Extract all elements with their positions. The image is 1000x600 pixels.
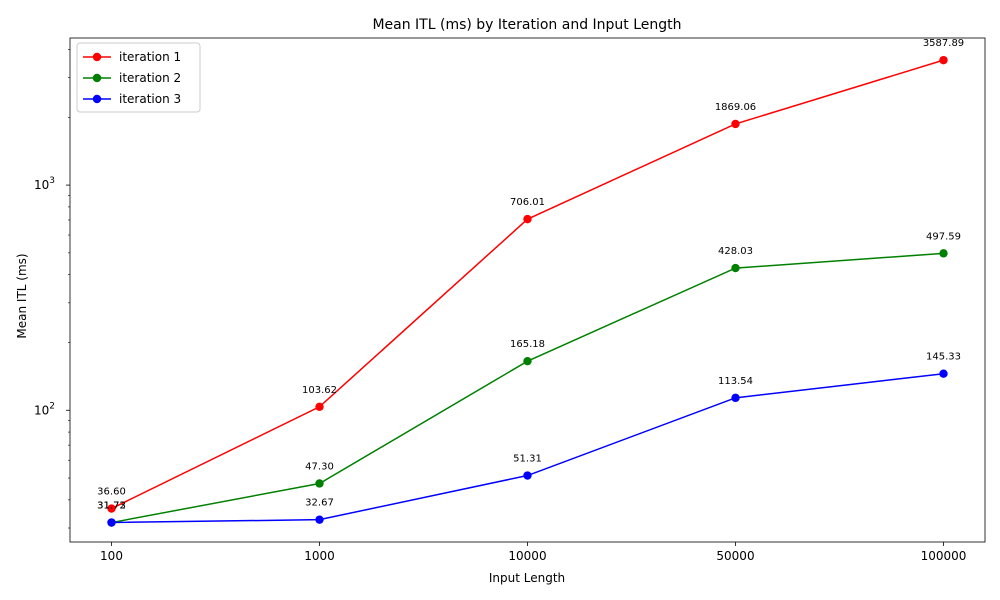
y-tick-exponent: 3 [49, 176, 55, 186]
data-label: 706.01 [510, 197, 545, 208]
legend-label: iteration 2 [119, 71, 181, 85]
y-tick-label: 102 [34, 401, 55, 417]
data-point [107, 504, 116, 513]
legend-box [76, 42, 201, 113]
x-tick-label: 100 [100, 549, 123, 563]
y-tick-exponent: 2 [49, 401, 55, 411]
data-label: 145.33 [926, 352, 961, 363]
data-label: 1869.06 [715, 102, 756, 113]
x-tick-label: 10000 [508, 549, 546, 563]
y-axis-label: Mean ITL (ms) [15, 253, 29, 338]
y-tick-label: 103 [34, 176, 55, 192]
data-point [939, 55, 948, 65]
x-tick-label: 50000 [716, 549, 754, 563]
data-point [523, 214, 532, 224]
data-point [939, 369, 948, 378]
plot-area: 100 1000 10000 50000 10000010210336.60103.62… [34, 37, 986, 563]
x-axis-label: Input Length [489, 571, 565, 585]
legend-label: iteration 3 [119, 92, 181, 106]
data-point [523, 471, 532, 480]
x-tick-label: 100000 [921, 549, 967, 563]
data-point [731, 393, 740, 403]
legend-marker [92, 52, 102, 62]
data-point [315, 515, 324, 524]
legend-marker [92, 94, 102, 104]
legend: iteration 1 iteration 2 iteration 3 [76, 42, 201, 113]
legend-label: iteration 1 [119, 50, 181, 64]
data-label: 497.59 [926, 231, 961, 242]
data-label: 165.18 [510, 339, 545, 350]
data-label: 36.60 [97, 487, 126, 498]
legend-marker [92, 73, 102, 83]
axes-frame [69, 37, 986, 543]
data-point [939, 249, 948, 258]
y-tick-base: 10 [34, 403, 49, 417]
y-tick-base: 10 [34, 178, 49, 192]
data-label: 31.73 [97, 501, 126, 512]
x-tick-label: 1000 [304, 549, 335, 563]
data-label: 47.30 [305, 461, 334, 472]
data-label: 51.31 [513, 454, 542, 465]
data-point [731, 119, 740, 129]
data-label: 31.72 [97, 501, 126, 512]
data-label: 428.03 [718, 246, 753, 257]
data-label: 32.67 [305, 498, 334, 509]
data-point [315, 479, 324, 488]
data-point [731, 263, 740, 273]
data-point [523, 356, 532, 366]
data-label: 103.62 [302, 385, 337, 396]
data-label: 113.54 [718, 376, 753, 387]
data-label: 3587.89 [923, 38, 964, 49]
data-point [315, 402, 324, 411]
chart-title: Mean ITL (ms) by Iteration and Input Len… [372, 17, 681, 33]
series-line-1 [111, 59, 944, 510]
data-point [107, 518, 116, 527]
